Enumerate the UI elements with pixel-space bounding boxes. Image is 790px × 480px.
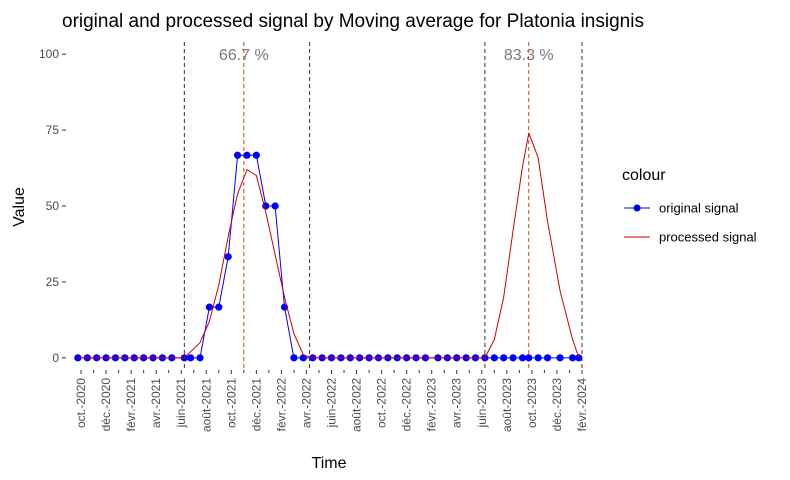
x-tick-label: juin-2023 <box>475 378 489 429</box>
x-tick-label: oct.-2022 <box>375 378 389 428</box>
y-axis: 0 25 50 75 100 <box>39 47 66 365</box>
plot-area: 66.7 % 83.3 % <box>74 42 582 370</box>
x-tick-label: févr.-2023 <box>425 378 439 432</box>
x-tick-label: févr.-2021 <box>124 378 138 432</box>
x-tick-label: déc.-2022 <box>400 378 414 432</box>
x-tick-label: avr.-2023 <box>450 378 464 428</box>
x-tick-label: oct.-2023 <box>525 378 539 428</box>
x-axis: oct.-2020 déc.-2020 févr.-2021 avr.-2021 jui… <box>74 370 589 432</box>
peak-percent-label-2: 83.3 % <box>504 47 554 64</box>
x-tick-label: oct.-2020 <box>74 378 88 428</box>
x-axis-title: Time <box>312 455 347 472</box>
x-tick-label: août-2023 <box>500 378 514 432</box>
y-tick-label: 100 <box>39 47 59 61</box>
x-tick-label: août-2022 <box>350 378 364 432</box>
data-point-original-signal <box>535 354 542 361</box>
legend-label-processed-signal: processed signal <box>659 230 757 245</box>
y-tick-label: 25 <box>46 275 60 289</box>
legend: colour original signal processed signal <box>622 167 757 245</box>
peak-percent-label-1: 66.7 % <box>219 47 269 64</box>
x-tick-label: févr.-2022 <box>274 378 288 432</box>
chart-title: original and processed signal by Moving … <box>62 11 644 32</box>
series-line-original-signal <box>78 155 579 358</box>
data-point-original-signal <box>556 354 563 361</box>
data-point-original-signal <box>491 354 498 361</box>
data-point-original-signal <box>509 354 516 361</box>
legend-title: colour <box>622 167 666 184</box>
data-point-original-signal <box>519 354 526 361</box>
data-point-original-signal <box>187 354 194 361</box>
data-point-original-signal <box>243 152 250 159</box>
x-tick-label: déc.-2023 <box>550 378 564 432</box>
x-tick-label: août-2021 <box>199 378 213 432</box>
x-tick-label: juin-2022 <box>325 378 339 429</box>
data-point-original-signal <box>253 152 260 159</box>
legend-item-processed-signal: processed signal <box>624 230 757 245</box>
data-point-original-signal <box>272 202 279 209</box>
legend-label-original-signal: original signal <box>659 201 739 216</box>
y-tick-label: 0 <box>52 351 59 365</box>
y-axis-title: Value <box>11 187 28 227</box>
x-tick-label: avr.-2022 <box>299 378 313 428</box>
y-tick-label: 50 <box>46 199 60 213</box>
x-tick-label: oct.-2021 <box>224 378 238 428</box>
x-tick-label: déc.-2020 <box>99 378 113 432</box>
legend-item-original-signal: original signal <box>624 201 739 216</box>
x-tick-label: juin-2021 <box>174 378 188 429</box>
data-point-original-signal <box>234 152 241 159</box>
data-point-original-signal <box>196 354 203 361</box>
y-tick-label: 75 <box>46 123 60 137</box>
data-point-original-signal <box>290 354 297 361</box>
x-tick-label: févr.-2024 <box>575 378 589 432</box>
data-point-original-signal <box>544 354 551 361</box>
data-point-original-signal <box>215 304 222 311</box>
x-tick-label: avr.-2021 <box>149 378 163 428</box>
data-point-original-signal <box>225 253 232 260</box>
data-point-original-signal <box>569 354 576 361</box>
legend-key-marker-original <box>634 205 641 212</box>
data-point-original-signal <box>525 354 532 361</box>
data-point-original-signal <box>500 354 507 361</box>
x-tick-label: déc.-2021 <box>249 378 263 432</box>
series-line-processed-signal <box>78 133 579 358</box>
